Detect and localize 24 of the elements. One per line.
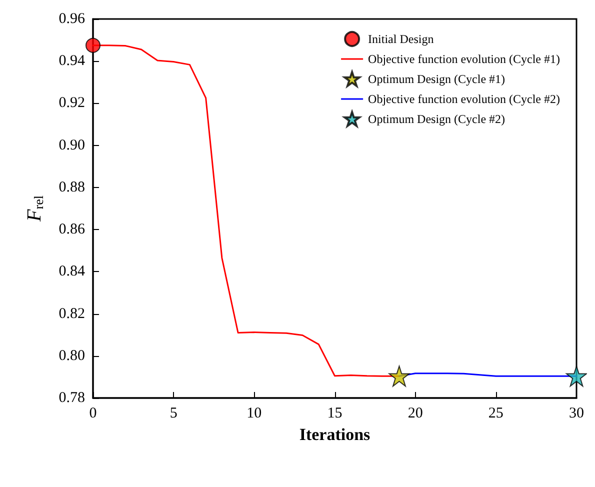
x-axis-title: Iterations [299, 424, 371, 444]
y-tick-label: 0.94 [58, 53, 86, 70]
x-tick-label: 15 [327, 406, 342, 422]
legend-label: Objective function evolution (Cycle #2) [368, 92, 560, 106]
x-tick-label: 30 [569, 406, 584, 422]
x-tick-label: 10 [246, 406, 262, 422]
x-tick-label: 20 [408, 406, 423, 422]
legend-label: Optimum Design (Cycle #2) [368, 112, 506, 126]
y-tick-label: 0.86 [58, 222, 86, 238]
x-tick-label: 5 [170, 406, 178, 422]
y-axis-title: Frel [24, 195, 46, 222]
y-tick-label: 0.88 [58, 179, 85, 196]
y-tick-label: 0.82 [58, 306, 85, 322]
legend-label: Objective function evolution (Cycle #1) [368, 52, 560, 66]
y-tick-label: 0.90 [58, 137, 85, 154]
y-tick-label: 0.92 [58, 95, 85, 112]
legend-label: Optimum Design (Cycle #1) [368, 72, 506, 86]
legend-label: Initial Design [368, 32, 434, 46]
y-tick-label: 0.80 [58, 348, 85, 364]
x-tick-label: 25 [488, 406, 504, 422]
y-tick-label: 0.78 [58, 390, 85, 406]
y-tick-label: 0.84 [58, 264, 86, 280]
y-tick-label: 0.96 [58, 11, 86, 27]
x-tick-label: 0 [89, 406, 97, 422]
